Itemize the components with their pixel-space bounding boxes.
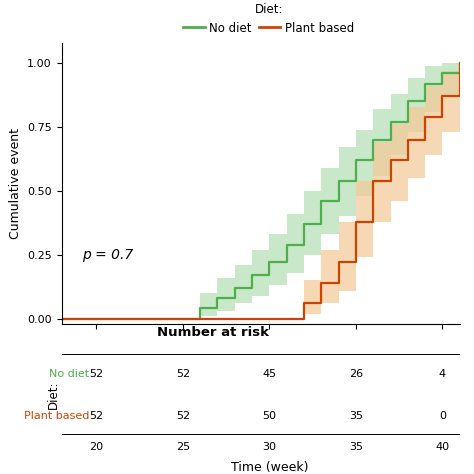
Text: 20: 20 — [89, 442, 103, 452]
Text: 50: 50 — [262, 410, 276, 421]
Text: 30: 30 — [262, 442, 276, 452]
Text: 52: 52 — [176, 369, 190, 380]
Text: Diet:: Diet: — [46, 381, 59, 410]
Text: 4: 4 — [439, 369, 446, 380]
Text: 35: 35 — [349, 410, 363, 421]
Text: 52: 52 — [176, 410, 190, 421]
Text: 40: 40 — [436, 442, 449, 452]
Text: 35: 35 — [349, 442, 363, 452]
Text: 52: 52 — [89, 369, 103, 380]
Text: 0: 0 — [439, 410, 446, 421]
Text: p = 0.7: p = 0.7 — [82, 248, 134, 262]
Text: Number at risk: Number at risk — [157, 326, 269, 339]
Text: 45: 45 — [262, 369, 276, 380]
Y-axis label: Cumulative event: Cumulative event — [9, 128, 22, 239]
Text: Time (week): Time (week) — [231, 461, 308, 474]
Legend: No diet, Plant based: No diet, Plant based — [179, 0, 359, 39]
Text: Plant based: Plant based — [24, 410, 89, 421]
Text: 52: 52 — [89, 410, 103, 421]
Text: 26: 26 — [349, 369, 363, 380]
Text: 25: 25 — [176, 442, 190, 452]
Text: No diet: No diet — [49, 369, 89, 380]
